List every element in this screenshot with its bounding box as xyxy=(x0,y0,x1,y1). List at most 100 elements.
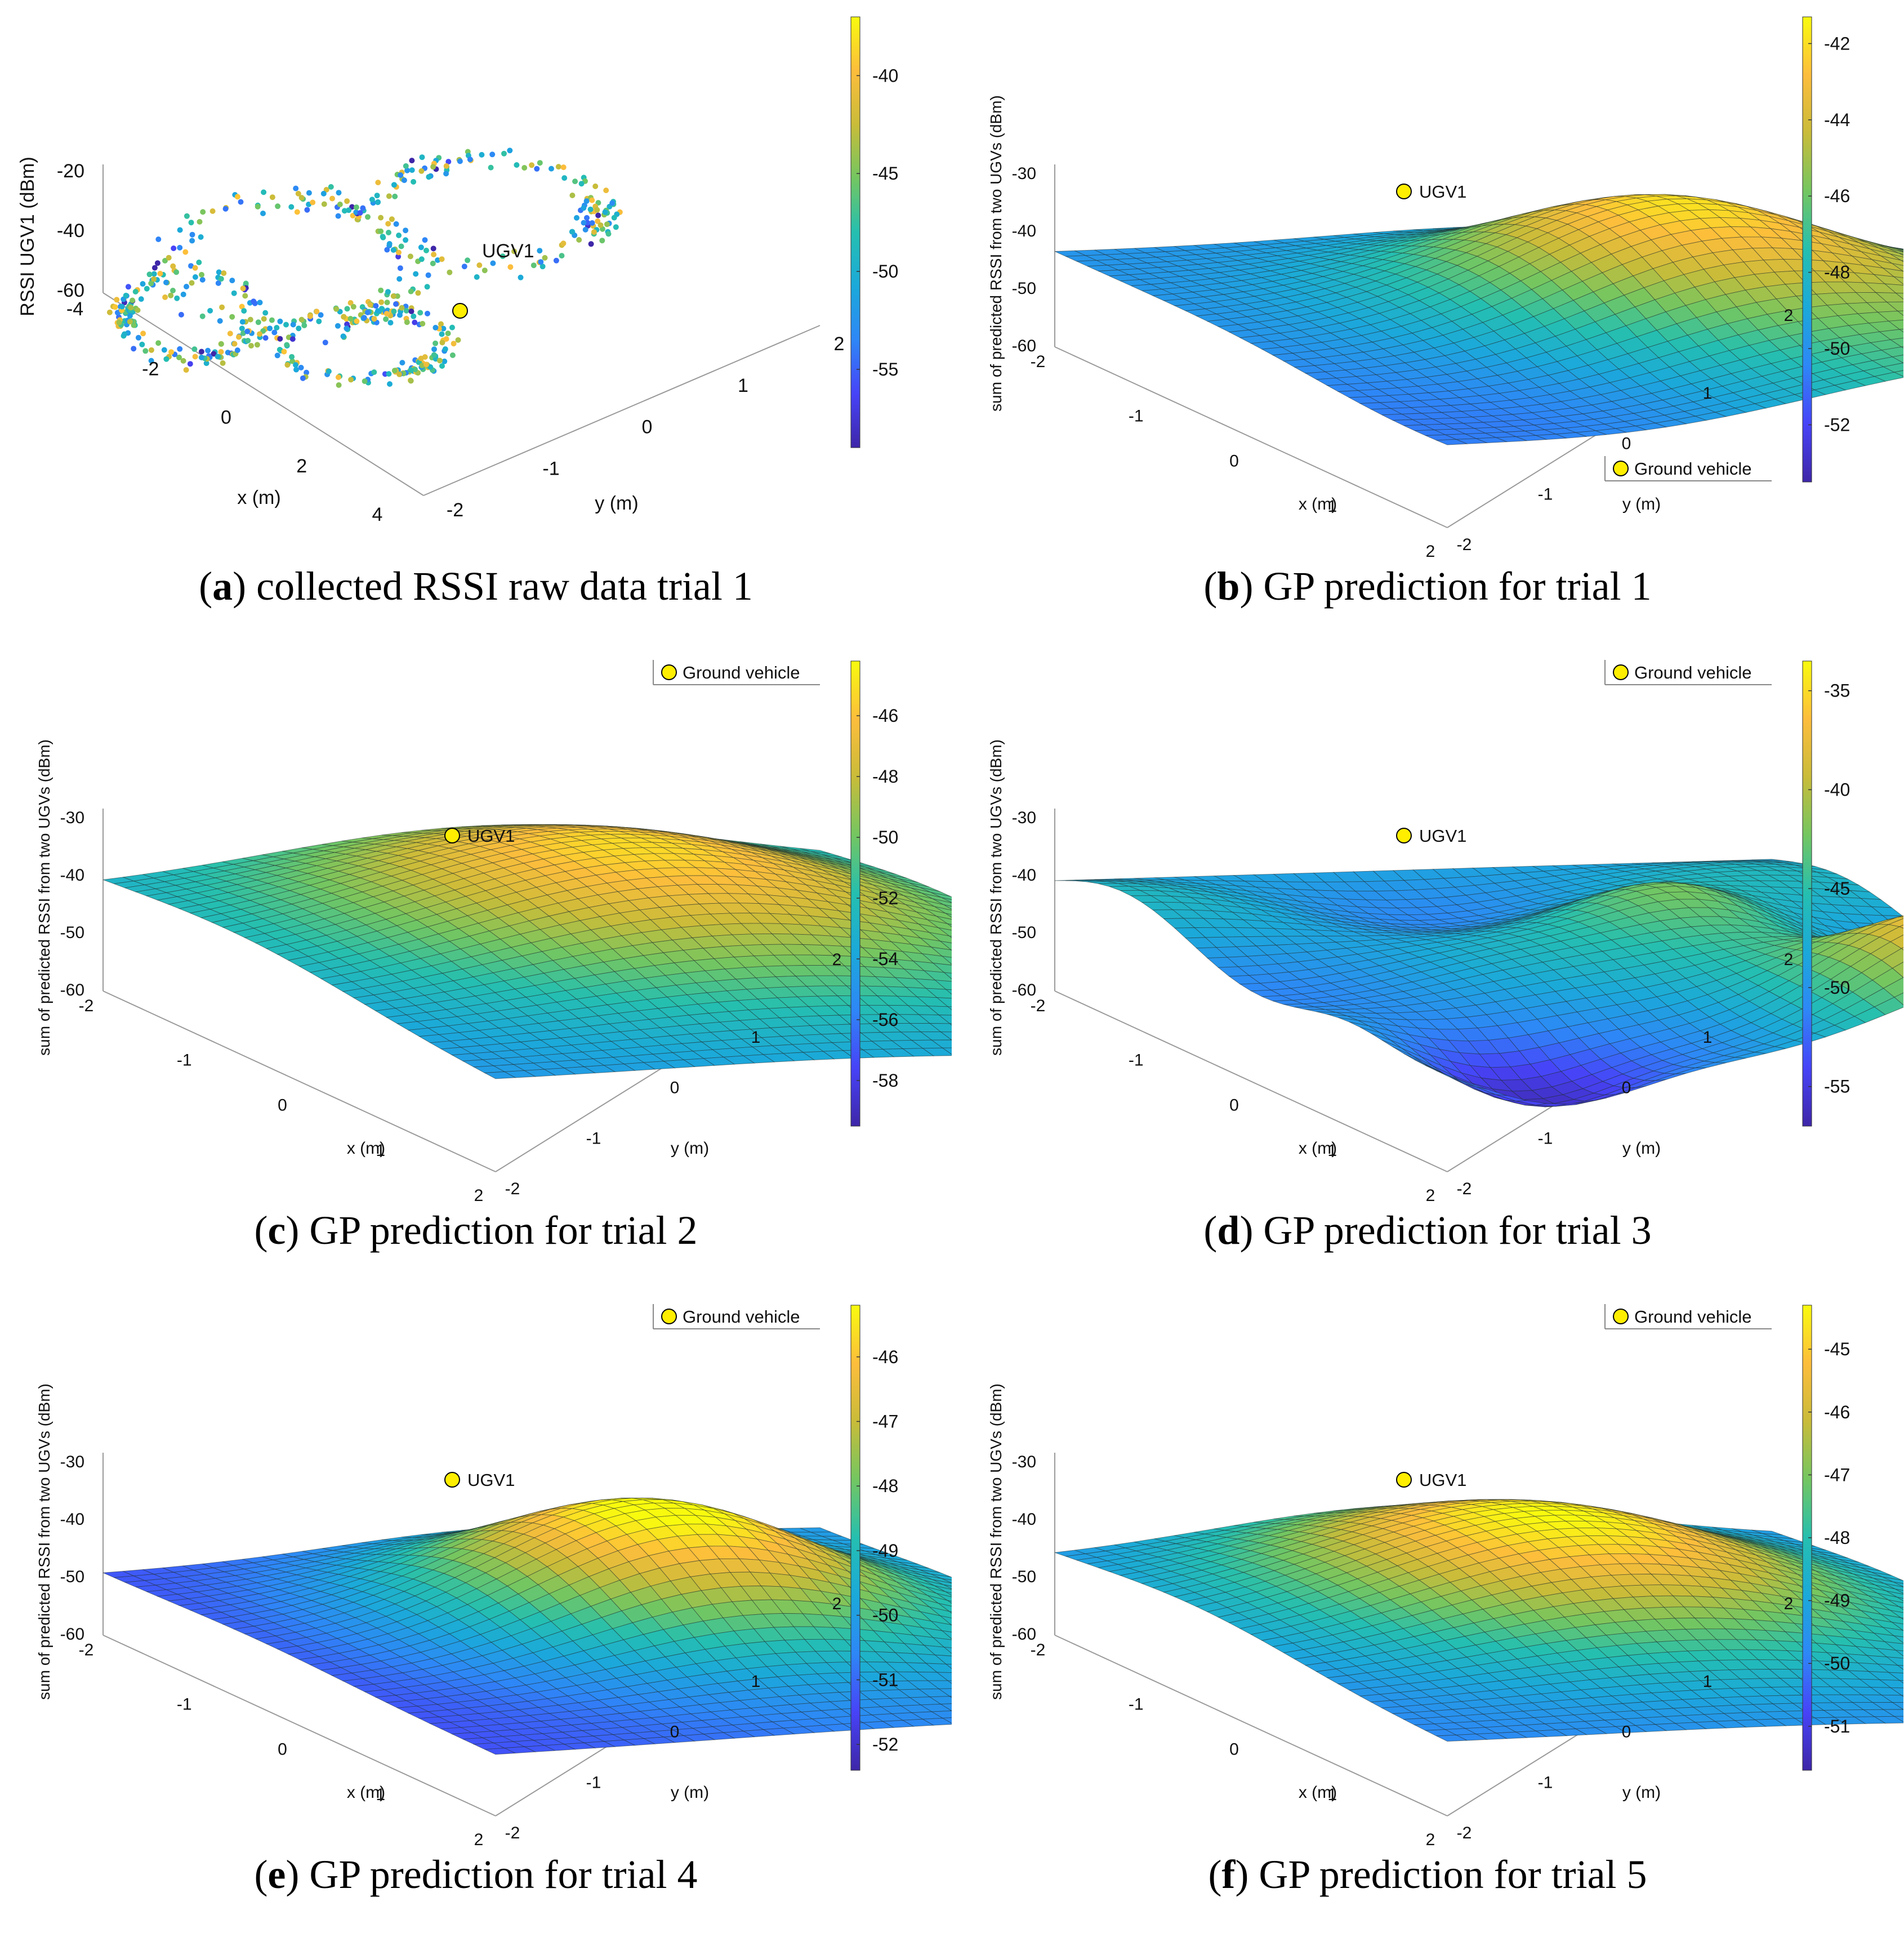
data-point xyxy=(283,322,289,328)
data-point xyxy=(161,347,167,353)
z-axis-label: RSSI UGV1 (dBm) xyxy=(17,157,38,316)
colorbar-tick-label: -35 xyxy=(1824,681,1850,701)
data-point xyxy=(220,360,226,366)
data-point xyxy=(386,193,392,199)
data-point xyxy=(234,194,240,200)
data-point xyxy=(189,280,195,286)
data-point xyxy=(197,218,203,225)
data-point xyxy=(335,323,341,329)
data-point xyxy=(386,241,393,247)
data-point xyxy=(597,222,604,228)
data-point xyxy=(507,148,513,154)
surface-patch xyxy=(934,980,952,990)
data-point xyxy=(269,317,275,323)
surface-patch xyxy=(942,897,952,903)
surface-patch xyxy=(1897,915,1903,918)
caption-c: (c) GP prediction for trial 2 xyxy=(254,1208,698,1253)
data-point xyxy=(507,264,514,270)
data-point xyxy=(594,207,600,213)
data-point xyxy=(350,303,356,310)
data-point xyxy=(144,285,150,292)
data-point xyxy=(589,220,595,226)
data-point xyxy=(576,237,582,243)
data-point xyxy=(604,221,610,227)
x-axis-line xyxy=(102,990,496,1172)
data-point xyxy=(336,382,342,388)
data-point xyxy=(449,324,455,331)
data-point xyxy=(323,186,329,193)
data-point xyxy=(188,220,194,226)
data-point xyxy=(443,336,449,342)
data-point xyxy=(396,249,402,256)
data-point xyxy=(207,307,213,314)
data-point xyxy=(397,312,403,318)
data-point xyxy=(584,215,590,221)
colorbar-tick-label: -48 xyxy=(1824,262,1850,283)
y-tick-label: 0 xyxy=(670,1079,680,1097)
surface-patch xyxy=(1881,256,1903,266)
data-point xyxy=(123,292,129,298)
data-point xyxy=(589,197,595,203)
surface-patch xyxy=(924,900,952,911)
data-point xyxy=(418,355,424,361)
surface-patch xyxy=(930,892,952,900)
data-point xyxy=(168,292,174,298)
data-point xyxy=(561,175,568,181)
data-point xyxy=(251,298,257,305)
data-point xyxy=(229,314,235,320)
data-point xyxy=(196,260,202,265)
data-point xyxy=(500,253,506,260)
data-point xyxy=(198,234,204,240)
data-point xyxy=(205,347,211,354)
data-point xyxy=(314,309,320,315)
data-point xyxy=(307,313,313,319)
data-point xyxy=(182,249,189,255)
data-point xyxy=(396,276,403,282)
x-tick-label: -2 xyxy=(142,358,159,380)
data-point xyxy=(243,280,249,287)
data-point xyxy=(432,340,439,346)
data-point xyxy=(411,178,417,185)
colorbar-tick-label: -54 xyxy=(872,949,898,969)
panel-b: -30 -40 -50 -60 -2 -1 0 1 2 -2 -1 0 1 2 x (m) y (m) sum … xyxy=(952,0,1903,644)
data-point xyxy=(609,200,616,206)
data-point xyxy=(298,364,304,370)
data-point xyxy=(611,215,617,221)
legend: Ground vehicle xyxy=(1604,660,1772,685)
surface-patch xyxy=(1895,292,1903,300)
data-point xyxy=(375,180,381,186)
data-point xyxy=(275,203,281,209)
data-point xyxy=(218,341,224,347)
x-axis-label: x (m) xyxy=(1299,1139,1337,1158)
data-point xyxy=(106,309,113,315)
data-point xyxy=(384,311,390,317)
data-point xyxy=(422,237,428,243)
data-point xyxy=(389,216,395,222)
x-tick-label: 2 xyxy=(474,1186,484,1205)
data-point xyxy=(298,195,305,201)
caption-text: collected RSSI raw data trial 1 xyxy=(256,564,753,609)
data-point xyxy=(290,322,296,328)
surface-patch xyxy=(941,956,952,965)
caption-letter: b xyxy=(1217,564,1240,609)
scatter-points xyxy=(106,148,623,388)
surface-patch xyxy=(1877,310,1903,322)
y-axis-line xyxy=(423,325,821,496)
data-point xyxy=(371,316,377,322)
data-point xyxy=(383,316,389,322)
data-point xyxy=(116,319,122,325)
surface-patch xyxy=(938,1015,952,1024)
data-point xyxy=(530,262,537,269)
data-point xyxy=(316,318,322,324)
data-point xyxy=(542,255,548,261)
data-point xyxy=(140,281,146,287)
data-point xyxy=(277,336,283,342)
z-tick-label: -40 xyxy=(1012,866,1036,885)
data-point xyxy=(128,305,134,311)
surface-patch xyxy=(1884,283,1903,294)
surface-patch xyxy=(1901,947,1903,950)
y-tick-label: -1 xyxy=(586,1129,601,1148)
data-point xyxy=(293,185,299,191)
data-point xyxy=(218,349,224,355)
surface-patch xyxy=(927,1006,952,1016)
